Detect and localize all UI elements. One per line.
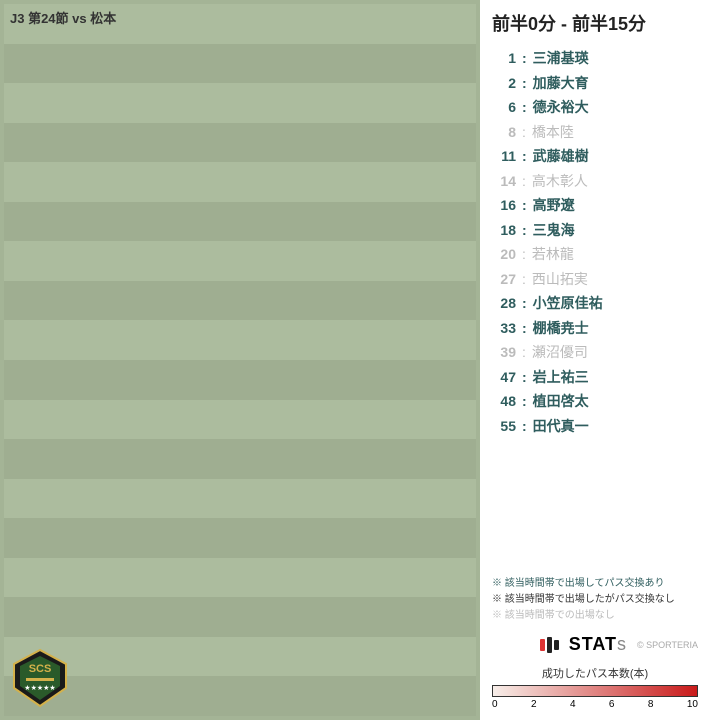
legend-notes: ※ 該当時間帯で出場してパス交換あり ※ 該当時間帯で出場したがパス交換なし ※… <box>492 576 698 624</box>
legend-gradient <box>492 685 698 697</box>
roster-list: 1:三浦基瑛2:加藤大育6:德永裕大8:橋本陸11:武藤雄樹14:高木彰人16:… <box>492 46 698 568</box>
roster-row: 18:三鬼海 <box>492 218 698 243</box>
brand-bar <box>547 637 552 653</box>
roster-row: 1:三浦基瑛 <box>492 46 698 71</box>
roster-row: 2:加藤大育 <box>492 71 698 96</box>
roster-row: 39:瀬沼優司 <box>492 340 698 365</box>
pass-legend: 成功したパス本数(本) 0246810 <box>492 665 698 710</box>
side-panel: 前半0分 - 前半15分 1:三浦基瑛2:加藤大育6:德永裕大8:橋本陸11:武… <box>480 0 710 720</box>
note-out: ※ 該当時間帯での出場なし <box>492 608 698 624</box>
roster-row: 20:若林龍 <box>492 242 698 267</box>
brand-mark <box>540 637 559 653</box>
svg-text:SCS: SCS <box>29 663 52 675</box>
roster-row: 8:橋本陸 <box>492 120 698 145</box>
roster-row: 28:小笠原佳祐 <box>492 291 698 316</box>
roster-row: 11:武藤雄樹 <box>492 144 698 169</box>
svg-text:★★★★★: ★★★★★ <box>24 684 55 692</box>
roster-row: 16:高野遼 <box>492 193 698 218</box>
brand-copy: © SPORTERIA <box>637 640 698 650</box>
note-active: ※ 該当時間帯で出場してパス交換あり <box>492 576 698 592</box>
pitch: 1633116484755182821 <box>4 4 476 716</box>
roster-row: 55:田代真一 <box>492 414 698 439</box>
brand-row: STATs © SPORTERIA <box>492 634 698 655</box>
pitch-panel: J3 第24節 vs 松本 1633116484755182821 SCS ★★★… <box>0 0 480 720</box>
roster-row: 48:植田啓太 <box>492 389 698 414</box>
brand-text: STATs <box>569 634 627 655</box>
legend-ticks: 0246810 <box>492 699 698 710</box>
brand-bar <box>554 640 559 650</box>
legend-title: 成功したパス本数(本) <box>492 665 698 681</box>
roster-row: 6:德永裕大 <box>492 95 698 120</box>
match-title: J3 第24節 vs 松本 <box>10 8 116 27</box>
roster-row: 27:西山拓実 <box>492 267 698 292</box>
roster-row: 14:高木彰人 <box>492 169 698 194</box>
period-label: 前半0分 - 前半15分 <box>492 10 698 36</box>
note-idle: ※ 該当時間帯で出場したがパス交換なし <box>492 592 698 608</box>
roster-row: 47:岩上祐三 <box>492 365 698 390</box>
roster-row: 33:棚橋尭士 <box>492 316 698 341</box>
brand-bar <box>540 639 545 651</box>
team-badge: SCS ★★★★★ <box>12 648 68 708</box>
